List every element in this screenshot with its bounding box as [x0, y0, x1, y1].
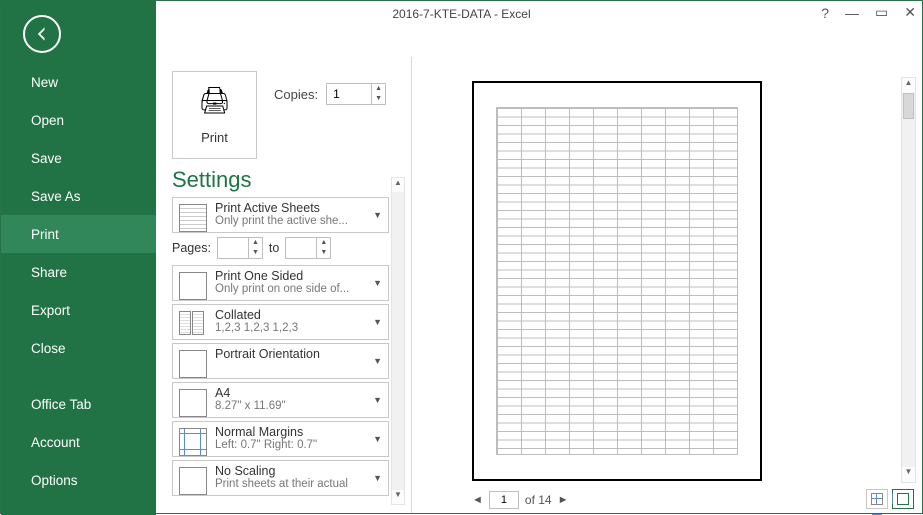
print-button-label: Print: [201, 130, 228, 145]
chevron-down-icon: ▼: [373, 434, 382, 444]
next-page-icon[interactable]: ►: [558, 494, 569, 506]
page-navigator: ◄ of 14 ►: [472, 491, 568, 509]
scroll-up-icon[interactable]: ▲: [392, 178, 404, 192]
back-button[interactable]: [23, 15, 61, 53]
print-settings-column: 🖨 Print Copies: ▲▼ Settings Print Active…: [156, 27, 411, 513]
page-of-label: of 14: [525, 493, 552, 507]
chevron-down-icon: ▼: [373, 356, 382, 366]
spinner-down-icon[interactable]: ▼: [249, 248, 262, 258]
copies-label: Copies:: [274, 87, 318, 102]
pages-to-input[interactable]: [286, 238, 316, 258]
scroll-down-icon[interactable]: ▼: [392, 490, 404, 504]
printer-icon: 🖨: [198, 85, 231, 116]
page-icon: [179, 272, 207, 300]
sidebar-item-open[interactable]: Open: [1, 101, 156, 139]
page-icon: [179, 389, 207, 417]
option-title: Normal Margins: [215, 425, 364, 439]
sidebar-item-share[interactable]: Share: [1, 253, 156, 291]
minimize-icon[interactable]: —: [845, 5, 859, 21]
sheet-icon: [179, 204, 207, 232]
print-preview: ▲ ▼ ◄ of 14 ►: [411, 57, 922, 513]
maximize-icon[interactable]: ▭: [875, 4, 888, 21]
print-option-print-one-sided[interactable]: Print One SidedOnly print on one side of…: [172, 265, 389, 301]
backstage-sidebar: NewOpenSaveSave AsPrintShareExportClose …: [1, 1, 156, 515]
option-subtitle: Left: 0.7" Right: 0.7": [215, 439, 364, 451]
preview-grid: [496, 107, 738, 455]
margins-icon: [179, 428, 207, 456]
spinner-down-icon[interactable]: ▼: [317, 248, 330, 258]
copies-spinner[interactable]: ▲▼: [326, 83, 386, 105]
main-area: 🖨 Print Copies: ▲▼ Settings Print Active…: [156, 27, 922, 513]
spinner-up-icon[interactable]: ▲: [372, 84, 385, 94]
sidebar-item-close[interactable]: Close: [1, 329, 156, 367]
print-option-print-active-sheets[interactable]: Print Active SheetsOnly print the active…: [172, 197, 389, 233]
print-option-normal-margins[interactable]: Normal MarginsLeft: 0.7" Right: 0.7" ▼: [172, 421, 389, 457]
print-option-collated[interactable]: Collated1,2,3 1,2,3 1,2,3 ▼: [172, 304, 389, 340]
sidebar-item-account[interactable]: Account: [1, 423, 156, 461]
option-title: No Scaling: [215, 464, 364, 478]
option-subtitle: Only print the active she...: [215, 215, 364, 227]
zoom-controls: [866, 489, 914, 509]
option-title: Collated: [215, 308, 364, 322]
preview-page: [472, 81, 762, 481]
chevron-down-icon: ▼: [373, 473, 382, 483]
option-title: A4: [215, 386, 364, 400]
option-subtitle: Only print on one side of...: [215, 283, 364, 295]
option-title: Print One Sided: [215, 269, 364, 283]
settings-heading: Settings: [172, 167, 252, 193]
pages-row: Pages:▲▼to▲▼: [172, 237, 389, 259]
chevron-down-icon: ▼: [373, 395, 382, 405]
pages-label: Pages:: [172, 241, 211, 255]
chevron-down-icon: ▼: [373, 317, 382, 327]
sidebar-item-save[interactable]: Save: [1, 139, 156, 177]
pages-from-spinner[interactable]: ▲▼: [217, 237, 263, 259]
pages-to-label: to: [269, 241, 279, 255]
sidebar-item-print[interactable]: Print: [1, 215, 156, 253]
show-margins-button[interactable]: [866, 489, 888, 509]
option-subtitle: 1,2,3 1,2,3 1,2,3: [215, 322, 364, 334]
settings-scrollbar[interactable]: ▲ ▼: [391, 177, 405, 505]
help-icon[interactable]: ?: [821, 5, 829, 21]
sidebar-item-save-as[interactable]: Save As: [1, 177, 156, 215]
close-icon[interactable]: ✕: [904, 4, 916, 21]
scroll-up-icon[interactable]: ▲: [902, 78, 915, 93]
option-subtitle: 8.27" x 11.69": [215, 400, 364, 412]
option-subtitle: Print sheets at their actual: [215, 478, 364, 490]
print-option-a4[interactable]: A48.27" x 11.69" ▼: [172, 382, 389, 418]
sidebar-item-export[interactable]: Export: [1, 291, 156, 329]
sidebar-item-new[interactable]: New: [1, 63, 156, 101]
option-title: Print Active Sheets: [215, 201, 364, 215]
pages-from-input[interactable]: [218, 238, 248, 258]
window-controls: ? — ▭ ✕: [821, 4, 916, 21]
chevron-down-icon: ▼: [373, 278, 382, 288]
print-button[interactable]: 🖨 Print: [172, 71, 257, 159]
zoom-to-page-button[interactable]: [892, 489, 914, 509]
page-icon: [179, 467, 207, 495]
spinner-up-icon[interactable]: ▲: [249, 238, 262, 248]
pages-to-spinner[interactable]: ▲▼: [285, 237, 331, 259]
scroll-thumb[interactable]: [903, 93, 914, 119]
prev-page-icon[interactable]: ◄: [472, 494, 483, 506]
copies-input[interactable]: [327, 84, 371, 104]
option-title: Portrait Orientation: [215, 347, 364, 361]
copies-row: Copies: ▲▼: [274, 83, 386, 105]
scroll-down-icon[interactable]: ▼: [902, 467, 915, 482]
print-option-portrait-orientation[interactable]: Portrait Orientation ▼: [172, 343, 389, 379]
print-option-no-scaling[interactable]: No ScalingPrint sheets at their actual ▼: [172, 460, 389, 496]
sidebar-item-office-tab[interactable]: Office Tab: [1, 385, 156, 423]
chevron-down-icon: ▼: [373, 210, 382, 220]
spinner-up-icon[interactable]: ▲: [317, 238, 330, 248]
page-icon: [179, 350, 207, 378]
window-title: 2016-7-KTE-DATA - Excel: [392, 7, 530, 21]
spinner-down-icon[interactable]: ▼: [372, 94, 385, 104]
collate-icon: [179, 311, 207, 339]
page-input[interactable]: [489, 491, 519, 509]
sidebar-item-options[interactable]: Options: [1, 461, 156, 499]
preview-scrollbar[interactable]: ▲ ▼: [901, 77, 916, 483]
